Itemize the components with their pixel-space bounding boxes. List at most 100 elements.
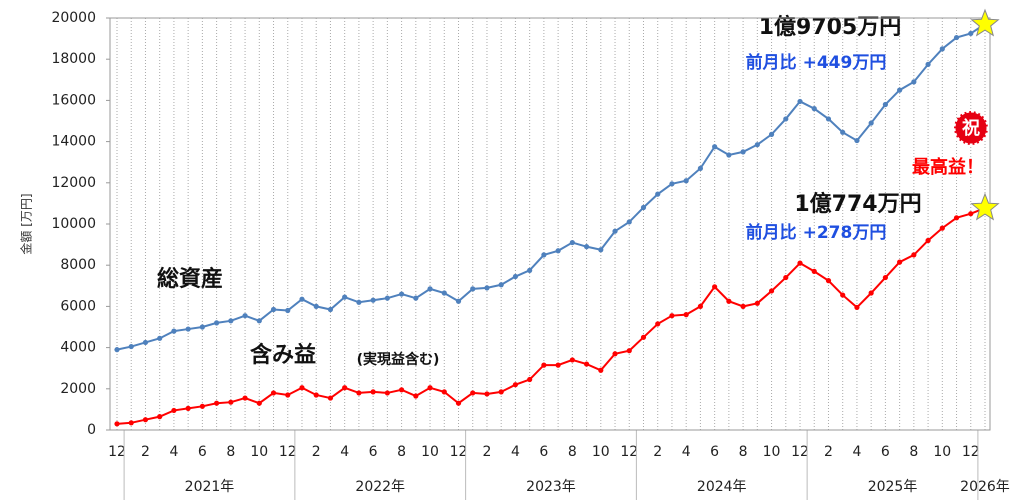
year-label: 2025年 xyxy=(868,479,918,495)
data-point xyxy=(925,61,931,67)
y-tick-label: 10000 xyxy=(51,216,96,232)
year-label: 2021年 xyxy=(185,479,235,495)
data-point xyxy=(655,321,661,327)
data-point xyxy=(157,414,163,420)
data-point xyxy=(413,393,419,399)
x-tick-label: 4 xyxy=(340,444,349,460)
data-point xyxy=(811,268,817,274)
data-point xyxy=(868,120,874,126)
x-tick-label: 8 xyxy=(568,444,577,460)
data-point xyxy=(939,225,945,231)
data-point xyxy=(783,274,789,281)
data-point xyxy=(740,149,746,155)
data-point xyxy=(683,178,689,184)
data-point xyxy=(327,306,334,313)
data-point xyxy=(840,292,846,298)
data-point xyxy=(583,244,590,250)
data-point xyxy=(925,237,931,244)
data-point xyxy=(455,400,462,406)
data-point xyxy=(498,389,504,395)
series-line xyxy=(116,207,986,425)
data-point xyxy=(655,191,661,197)
data-point xyxy=(384,295,390,301)
data-point xyxy=(683,312,689,318)
data-point xyxy=(356,390,362,396)
data-point xyxy=(313,392,319,398)
y-axis-label: 金額 [万円] xyxy=(19,193,34,254)
data-point xyxy=(854,137,860,144)
x-tick-label: 12 xyxy=(279,444,297,460)
x-tick-label: 10 xyxy=(421,444,439,460)
data-point xyxy=(712,284,718,290)
data-point xyxy=(697,303,704,309)
data-point xyxy=(882,274,888,281)
data-point xyxy=(285,392,291,398)
data-point xyxy=(398,291,405,297)
star-marker xyxy=(970,192,1000,221)
x-tick-label: 8 xyxy=(909,444,918,460)
data-point xyxy=(427,385,433,391)
annotation: 祝 xyxy=(962,117,980,139)
data-point xyxy=(214,320,220,326)
x-tick-label: 4 xyxy=(852,444,861,460)
data-point xyxy=(626,348,632,354)
data-point xyxy=(342,385,348,391)
data-point xyxy=(968,30,974,37)
x-tick-label: 10 xyxy=(933,444,951,460)
year-label: 2026年 xyxy=(960,479,1010,495)
x-tick-label: 8 xyxy=(739,444,748,460)
data-point xyxy=(484,391,490,397)
data-point xyxy=(697,165,704,171)
data-point xyxy=(455,298,462,304)
data-point xyxy=(313,303,319,309)
data-point xyxy=(384,390,390,396)
data-point xyxy=(897,259,903,265)
y-tick-label: 8000 xyxy=(60,257,96,273)
y-tick-label: 14000 xyxy=(51,134,96,150)
data-point xyxy=(142,339,149,346)
year-label: 2022年 xyxy=(355,479,405,495)
y-tick-label: 4000 xyxy=(60,340,96,356)
data-point xyxy=(953,215,960,221)
x-tick-label: 4 xyxy=(511,444,520,460)
annotation: 1億774万円 xyxy=(794,191,921,217)
x-tick-label: 4 xyxy=(682,444,691,460)
y-tick-label: 2000 xyxy=(60,381,96,397)
y-tick-label: 0 xyxy=(87,422,96,438)
data-point xyxy=(498,282,504,288)
series-note: (実現益含む) xyxy=(357,351,440,368)
data-point xyxy=(527,267,533,273)
series-label: 含み益 xyxy=(250,342,316,368)
data-point xyxy=(598,367,604,373)
x-tick-label: 10 xyxy=(763,444,781,460)
series-line xyxy=(116,23,986,351)
data-point xyxy=(811,106,817,112)
data-point xyxy=(228,399,234,405)
data-point xyxy=(171,407,177,414)
data-point xyxy=(669,181,675,187)
star-marker xyxy=(970,8,1000,37)
data-point xyxy=(854,304,860,311)
y-tick-label: 18000 xyxy=(51,51,96,67)
data-point xyxy=(555,362,561,368)
data-point xyxy=(797,260,803,266)
data-point xyxy=(555,248,561,254)
data-point xyxy=(256,400,262,406)
data-point xyxy=(114,421,120,427)
data-point xyxy=(441,290,447,296)
data-point xyxy=(868,290,874,296)
data-point xyxy=(825,278,832,284)
data-point xyxy=(157,335,163,341)
celebration-badge xyxy=(952,109,990,147)
data-point xyxy=(882,101,888,108)
data-point xyxy=(640,204,647,211)
x-tick-label: 2 xyxy=(824,444,833,460)
annotation: 前月比 +278万円 xyxy=(746,222,887,243)
data-point xyxy=(128,420,134,426)
data-point xyxy=(640,334,647,340)
data-point xyxy=(128,343,134,350)
data-point xyxy=(726,152,732,158)
data-point xyxy=(569,239,575,246)
data-point xyxy=(470,390,476,396)
data-point xyxy=(953,34,960,41)
